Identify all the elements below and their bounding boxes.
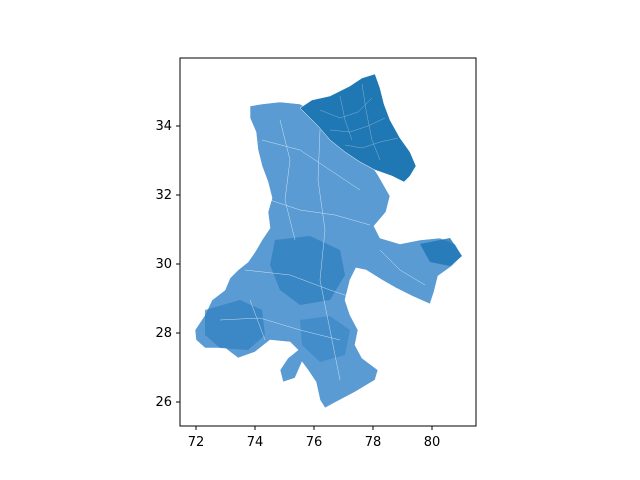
map-region-north (299, 73, 417, 183)
x-axis: 72 74 76 78 80 (188, 426, 441, 450)
y-tick-label: 28 (155, 326, 172, 341)
y-tick-label: 32 (155, 188, 172, 203)
x-tick-label: 78 (365, 435, 382, 450)
y-axis: 26 28 30 32 34 (155, 119, 180, 410)
x-tick-label: 80 (424, 435, 441, 450)
y-tick-label: 26 (155, 395, 172, 410)
north-subdivision-lines (319, 83, 399, 161)
axes-frame (179, 57, 477, 427)
dense-patch (205, 300, 265, 350)
subdivision-lines (219, 119, 426, 381)
x-tick-label: 74 (247, 435, 264, 450)
dense-patch (300, 316, 350, 362)
dense-patch (420, 238, 462, 266)
y-tick-label: 30 (155, 257, 172, 272)
north-region-shape (299, 73, 417, 183)
x-tick-label: 72 (188, 435, 205, 450)
x-tick-label: 76 (306, 435, 323, 450)
map-region-main (194, 101, 463, 409)
y-tick-label: 34 (155, 119, 172, 134)
dense-patch (270, 236, 345, 305)
